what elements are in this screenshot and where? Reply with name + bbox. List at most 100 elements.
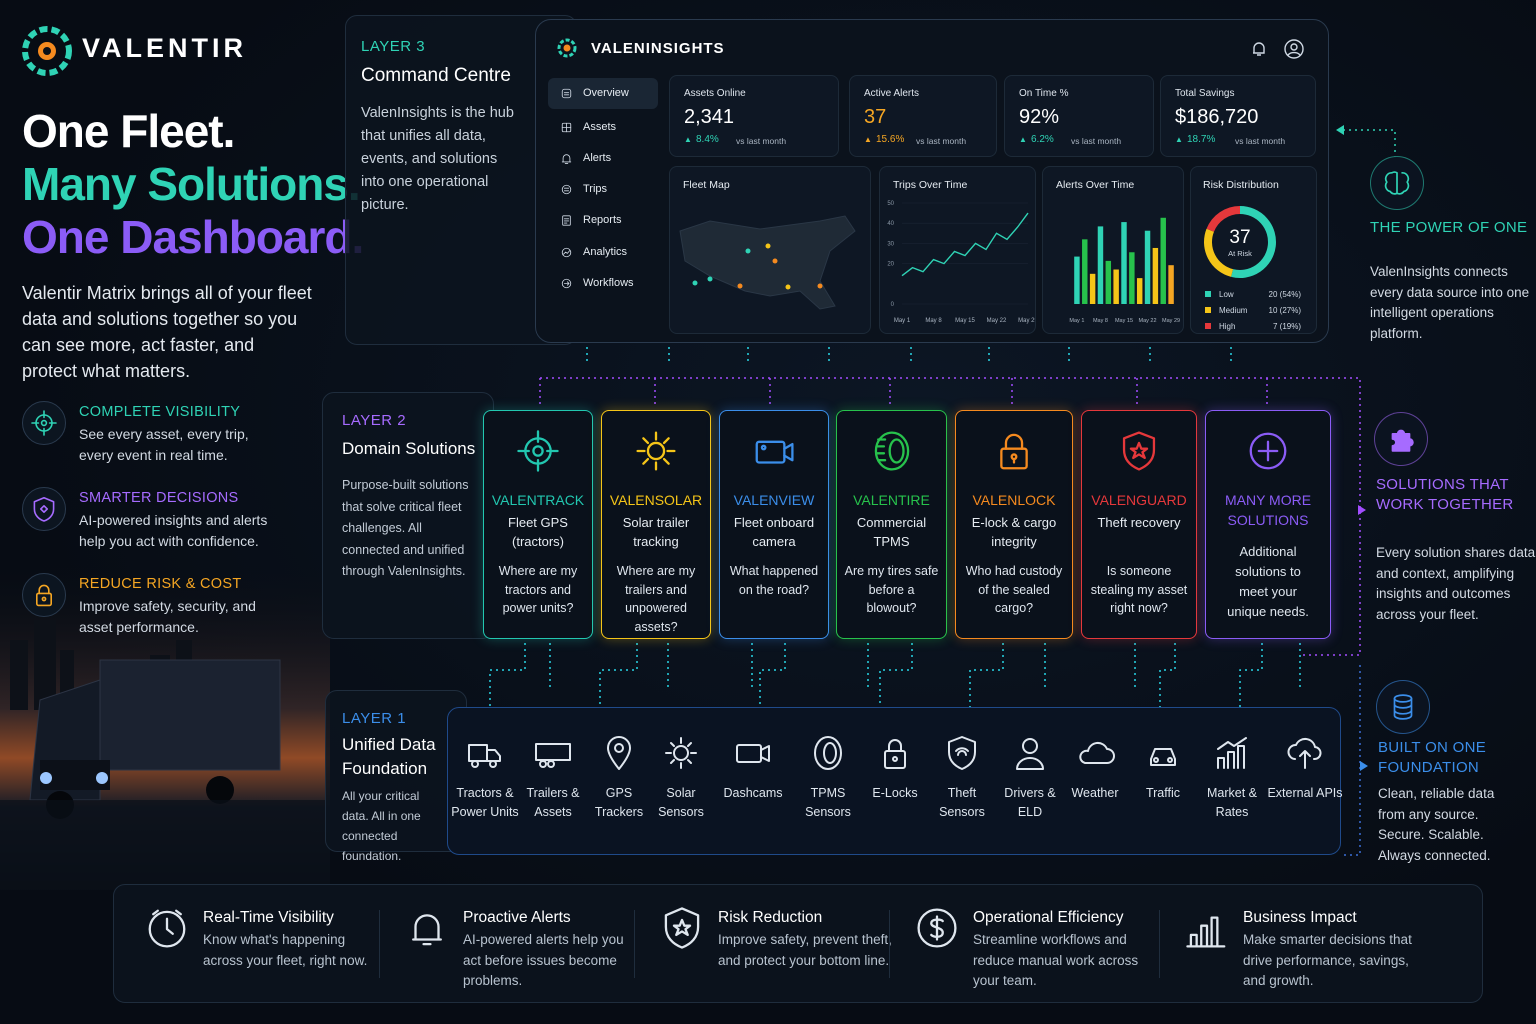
kpi-label: On Time % <box>1019 88 1069 99</box>
kpi-change: 18.7% <box>1187 134 1216 145</box>
nav-item[interactable]: Overview <box>548 78 658 109</box>
side-icon-ring <box>1370 156 1424 210</box>
layer1-title: Unified Data Foundation <box>342 735 436 778</box>
nav-item[interactable]: Reports <box>548 205 658 236</box>
solution-card[interactable]: VALENSOLAR Solar trailer tracking Where ar… <box>601 410 711 639</box>
donut-segment <box>1204 228 1234 277</box>
y-tick-label: 20 <box>887 262 894 268</box>
alerts-plot: May 1 May 8 May 15 May 22 May 29 <box>1069 217 1180 324</box>
solution-name: VALENGUARD <box>1091 492 1187 508</box>
bar <box>1136 278 1143 304</box>
nav-icon <box>561 122 572 133</box>
solution-card[interactable]: MANY MORE SOLUTIONS Additional solutions … <box>1205 410 1331 639</box>
nav-label: Trips <box>583 183 608 195</box>
hero-line: One Fleet. <box>22 105 235 157</box>
nav-icon <box>562 215 571 226</box>
solution-card[interactable]: VALENGUARD Theft recovery Is someone steal… <box>1081 410 1197 639</box>
panel-title: Risk Distribution <box>1203 179 1279 191</box>
nav-item[interactable]: Alerts <box>548 143 658 174</box>
trips-line <box>901 212 1029 277</box>
map-dot <box>745 248 751 254</box>
nav-icon <box>561 88 572 99</box>
benefit-icon <box>412 914 442 946</box>
kpi-arrow: ▲ <box>1019 135 1027 144</box>
bell-icon[interactable] <box>1250 40 1268 58</box>
dash-brand: VALENINSIGHTS <box>591 40 725 57</box>
feature-title: COMPLETE VISIBILITY <box>79 404 241 420</box>
nav-label: Overview <box>583 87 629 99</box>
kpi-arrow: ▲ <box>864 135 872 144</box>
source-icon <box>1287 737 1322 769</box>
solution-subtitle: Solar trailer tracking <box>622 515 690 549</box>
divider <box>634 910 635 978</box>
solution-card[interactable]: VALENTIRE Commercial TPMS Are my tires saf… <box>836 410 947 639</box>
value-label: 20 (54%) <box>1269 290 1302 299</box>
trips-plot: 0 20 30 40 50 May 1 May 8 May 15 May 22 May 29 <box>887 201 1035 324</box>
solution-subtitle: Theft recovery <box>1097 515 1181 530</box>
kpi-note: vs last month <box>916 136 967 146</box>
bar <box>1097 226 1104 304</box>
feature-icon <box>31 410 57 436</box>
kpi-note: vs last month <box>1235 136 1286 146</box>
solution-question: Is someone stealing my asset right now? <box>1090 564 1188 615</box>
hero-line: Many Solutions. <box>22 158 361 210</box>
kpi-change: 15.6% <box>876 134 905 145</box>
source-label: Theft Sensors <box>939 786 985 819</box>
kpi-card: Assets Online 2,341 ▲ 8.4% vs last month <box>669 75 839 157</box>
solution-card[interactable]: VALENTRACK Fleet GPS (tractors) Where are … <box>483 410 593 639</box>
solution-card[interactable]: VALENLOCK E-lock & cargo integrity Who had… <box>955 410 1073 639</box>
side-icon-ring <box>1376 680 1430 734</box>
kpi-card: On Time % 92% ▲ 6.2% vs last month <box>1004 75 1154 157</box>
solution-subtitle: Fleet onboard camera <box>733 515 815 549</box>
source-icon <box>607 736 631 770</box>
solution-name: VALENTRACK <box>491 492 585 508</box>
kpi-note: vs last month <box>736 136 787 146</box>
source-label: Drivers & ELD <box>1004 786 1056 819</box>
kpi-label: Active Alerts <box>864 88 920 99</box>
source-label: Trailers & Assets <box>526 786 580 819</box>
hero-line: One Dashboard. <box>22 211 364 263</box>
legend-label: Medium <box>1219 306 1248 315</box>
layer2-text: Purpose-built solutions that solve criti… <box>342 478 469 578</box>
x-tick-label: May 8 <box>925 318 942 324</box>
feature-icon <box>33 497 55 522</box>
donut-center-value: 37 <box>1229 227 1250 248</box>
kpi-card: Active Alerts 37 ▲ 15.6% vs last month <box>849 75 997 157</box>
nav-item[interactable]: Analytics <box>548 237 658 268</box>
bar <box>1144 230 1151 304</box>
source-icon <box>1016 738 1044 770</box>
kpi-value: $186,720 <box>1175 106 1259 128</box>
solution-icon <box>755 440 794 464</box>
donut-segment <box>1231 206 1276 278</box>
kpi-arrow: ▲ <box>1175 135 1183 144</box>
solution-icon <box>874 431 909 471</box>
map-dot <box>772 258 778 264</box>
kpi-value: 92% <box>1019 106 1060 128</box>
solution-name: VALENLOCK <box>972 492 1056 508</box>
nav-item[interactable]: Trips <box>548 174 658 205</box>
feature-icon-ring <box>22 487 66 531</box>
solution-name: VALENVIEW <box>733 492 815 508</box>
nav-item[interactable]: Assets <box>548 112 658 143</box>
benefit-icon <box>664 907 700 949</box>
source-label: External APIs <box>1267 786 1343 800</box>
solution-card[interactable]: VALENVIEW Fleet onboard camera What happen… <box>719 410 829 639</box>
bar <box>1152 247 1159 304</box>
source-label: GPS Trackers <box>594 786 644 819</box>
solution-question: Are my tires safe before a blowout? <box>844 564 939 615</box>
source-label: TPMS Sensors <box>805 786 851 819</box>
source-icon <box>468 744 501 768</box>
nav-item[interactable]: Workflows <box>548 268 658 299</box>
x-tick-label: May 22 <box>987 318 1007 324</box>
feature-text: Improve safety, security, and asset perf… <box>79 598 256 635</box>
panel-title: Alerts Over Time <box>1056 179 1135 191</box>
benefit-text: Know what's happening across your fleet,… <box>203 932 368 968</box>
nav-icon <box>561 154 572 165</box>
nav-icon <box>561 184 572 195</box>
benefit-text: Improve safety, prevent theft, and prote… <box>718 932 892 968</box>
nav-icon <box>561 247 572 258</box>
user-icon[interactable] <box>1283 38 1305 60</box>
source-icon <box>814 736 842 770</box>
feature-icon-ring <box>22 573 66 617</box>
